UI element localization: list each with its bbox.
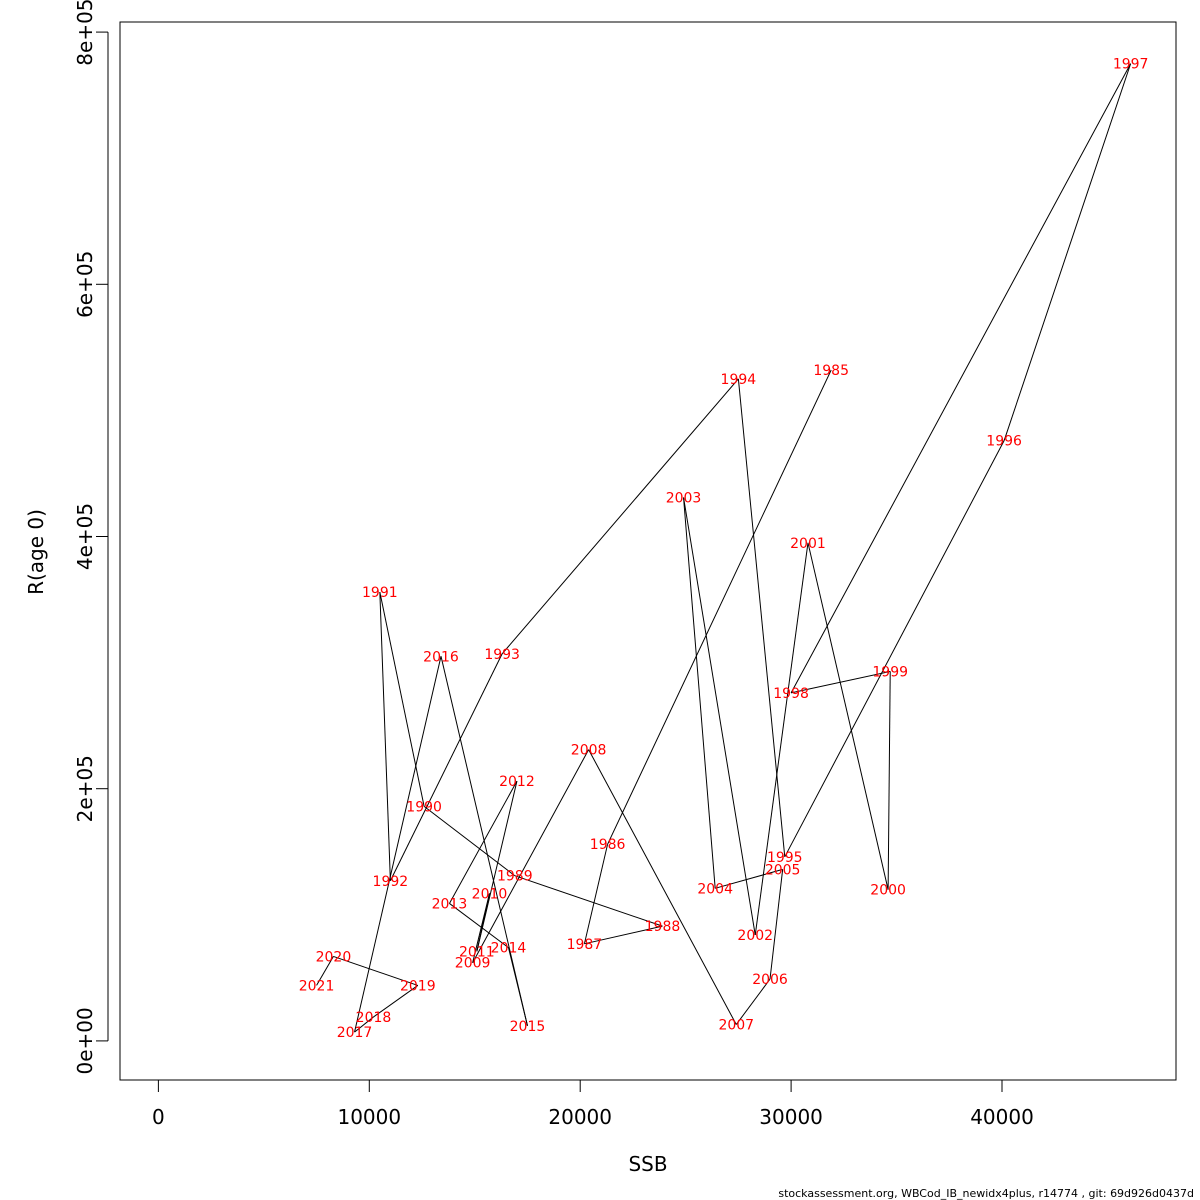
year-label-1999: 1999 bbox=[872, 664, 908, 680]
year-label-1989: 1989 bbox=[497, 869, 533, 885]
trajectory-segment-2003-2004 bbox=[683, 497, 716, 889]
trajectory-segment-1997-1998 bbox=[790, 63, 1132, 694]
trajectory-segment-2011-2012 bbox=[476, 781, 518, 952]
year-label-1995: 1995 bbox=[767, 850, 803, 866]
x-tick-label: 10000 bbox=[337, 1105, 401, 1129]
year-label-2014: 2014 bbox=[491, 941, 527, 957]
trajectory-segment-2004-2005 bbox=[715, 868, 783, 889]
year-label-2015: 2015 bbox=[510, 1019, 546, 1035]
year-label-2017: 2017 bbox=[337, 1025, 373, 1041]
year-label-1994: 1994 bbox=[721, 372, 757, 388]
year-label-2004: 2004 bbox=[697, 881, 733, 897]
y-tick-label: 2e+05 bbox=[73, 755, 97, 822]
trajectory-segment-2015-2016 bbox=[440, 656, 528, 1026]
year-labels: 1985 1986 1987 1988 1989 1990 1991 1992 1993 1994… bbox=[299, 57, 1149, 1041]
year-label-2005: 2005 bbox=[765, 862, 801, 878]
trajectory-segment-2016-2017 bbox=[354, 656, 442, 1033]
x-tick-label: 0 bbox=[152, 1105, 165, 1129]
trajectory-segment-2017-2018 bbox=[354, 1016, 374, 1033]
year-label-1987: 1987 bbox=[567, 937, 603, 953]
y-tick-label: 4e+05 bbox=[73, 503, 97, 570]
trajectory-segment-2002-2003 bbox=[683, 497, 756, 936]
trajectory-segment-1989-1990 bbox=[423, 805, 516, 877]
year-label-1990: 1990 bbox=[406, 799, 442, 815]
y-tick-label: 8e+05 bbox=[73, 0, 97, 66]
trajectory-segment-1995-1996 bbox=[784, 440, 1005, 858]
year-label-2012: 2012 bbox=[499, 774, 535, 790]
year-label-2020: 2020 bbox=[316, 949, 352, 965]
year-label-1988: 1988 bbox=[645, 919, 681, 935]
trajectory-segment-2012-2013 bbox=[448, 780, 518, 904]
year-label-1997: 1997 bbox=[1113, 57, 1149, 73]
year-label-2008: 2008 bbox=[571, 743, 607, 759]
trajectory-segment-1999-2000 bbox=[887, 671, 891, 890]
footer-credit: stockassessment.org, WBCod_IB_newidx4plu… bbox=[778, 1187, 1194, 1200]
trajectory-segment-1992-1993 bbox=[389, 653, 503, 881]
year-label-2009: 2009 bbox=[455, 956, 491, 972]
year-label-2013: 2013 bbox=[432, 896, 468, 912]
year-label-2016: 2016 bbox=[423, 649, 459, 665]
x-tick-label: 20000 bbox=[548, 1105, 612, 1129]
trajectory-segment-2018-2019 bbox=[373, 985, 419, 1018]
x-tick-label: 40000 bbox=[970, 1105, 1034, 1129]
year-label-1986: 1986 bbox=[590, 837, 626, 853]
trajectory-segment-1994-1995 bbox=[737, 378, 786, 857]
trajectory-segment-1987-1988 bbox=[584, 925, 663, 945]
trajectory-segment-1996-1997 bbox=[1003, 63, 1132, 441]
trajectory-segment-1991-1992 bbox=[379, 591, 391, 881]
year-label-2006: 2006 bbox=[752, 972, 788, 988]
year-label-2019: 2019 bbox=[400, 978, 436, 994]
x-axis-title: SSB bbox=[628, 1152, 667, 1176]
year-label-2001: 2001 bbox=[790, 536, 826, 552]
trajectory-segment-2020-2021 bbox=[316, 956, 334, 986]
trajectory-segment-2013-2014 bbox=[449, 903, 509, 948]
trajectory-segment-2008-2009 bbox=[472, 749, 590, 963]
trajectory-segment-2007-2008 bbox=[588, 749, 737, 1025]
y-axis-title: R(age 0) bbox=[24, 509, 48, 595]
year-label-1996: 1996 bbox=[986, 434, 1022, 450]
year-label-1998: 1998 bbox=[773, 686, 809, 702]
year-label-2003: 2003 bbox=[666, 490, 702, 506]
year-label-2021: 2021 bbox=[299, 978, 335, 994]
trajectory-segment-2006-2007 bbox=[735, 978, 771, 1025]
year-label-1993: 1993 bbox=[484, 647, 520, 663]
trajectory-segment-2000-2001 bbox=[807, 542, 889, 890]
year-label-2018: 2018 bbox=[356, 1010, 392, 1026]
y-axis: 0e+00 2e+05 4e+05 6e+05 8e+05 bbox=[73, 0, 109, 1075]
x-tick-label: 30000 bbox=[759, 1105, 823, 1129]
year-label-2002: 2002 bbox=[737, 928, 773, 944]
trajectory-segment-2019-2020 bbox=[333, 955, 418, 986]
y-tick-label: 6e+05 bbox=[73, 251, 97, 318]
trajectory-segment-1986-1987 bbox=[583, 844, 609, 944]
trajectory-segment-1990-1991 bbox=[379, 591, 425, 807]
trajectory-segment-2005-2006 bbox=[769, 869, 784, 980]
year-label-2011: 2011 bbox=[459, 944, 495, 960]
year-label-1991: 1991 bbox=[362, 585, 398, 601]
trajectory-segment-1993-1994 bbox=[501, 378, 739, 655]
year-label-1992: 1992 bbox=[373, 874, 409, 890]
year-label-2000: 2000 bbox=[870, 883, 906, 899]
recruitment-trajectory bbox=[316, 63, 1132, 1033]
y-tick-label: 0e+00 bbox=[73, 1007, 97, 1074]
trajectory-segment-1985-1986 bbox=[607, 369, 832, 845]
x-axis: 0 10000 20000 30000 40000 bbox=[152, 1079, 1034, 1129]
year-label-2010: 2010 bbox=[472, 886, 508, 902]
trajectory-segment-1988-1989 bbox=[514, 875, 663, 927]
trajectory-segment-2001-2002 bbox=[754, 542, 809, 936]
year-label-1985: 1985 bbox=[813, 363, 849, 379]
year-label-2007: 2007 bbox=[718, 1018, 754, 1034]
